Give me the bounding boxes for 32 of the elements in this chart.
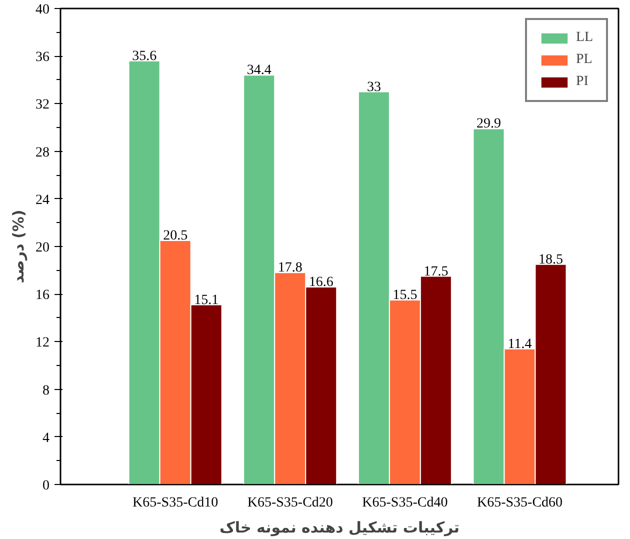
data-label: 33 [366,80,381,95]
x-tick-label: K65-S35-Cd60 [476,496,563,510]
y-tick-label: 40 [36,2,50,18]
y-axis-title: درصد (%) [10,210,28,284]
data-label: 11.4 [508,336,532,352]
y-tick-label: 12 [36,336,50,351]
data-label: 17.5 [424,264,448,280]
y-tick-label: 8 [42,383,50,398]
y-tick-label: 36 [36,50,50,66]
data-label: 34.4 [246,63,272,78]
y-tick-label: 24 [36,192,50,208]
y-tick-label: 16 [36,288,50,304]
y-tick-label: 28 [36,145,50,160]
data-label: 35.6 [132,48,157,64]
x-tick-label: K65-S35-Cd10 [132,496,218,510]
x-axis-title: ترکیبات تشکیل دهنده نمونه خاک [219,518,460,536]
data-label: 15.5 [392,288,418,304]
y-tick-label: 4 [42,430,50,446]
y-tick-label: 32 [36,98,50,113]
x-tick-label: K65-S35-Cd40 [362,496,448,510]
legend-label: PL [576,52,594,68]
data-label: 18.5 [538,252,564,268]
legend-label: LL [576,30,594,46]
data-label: 17.8 [278,260,302,276]
x-tick-label: K65-S35-Cd20 [247,496,333,510]
data-label: 20.5 [163,228,188,244]
data-label: 16.6 [308,274,334,290]
legend-label: PI [576,74,590,90]
y-tick-label: 20 [36,240,50,256]
data-label: 29.9 [476,116,502,132]
y-tick-label: 0 [42,478,50,494]
data-label: 15.1 [194,292,219,308]
